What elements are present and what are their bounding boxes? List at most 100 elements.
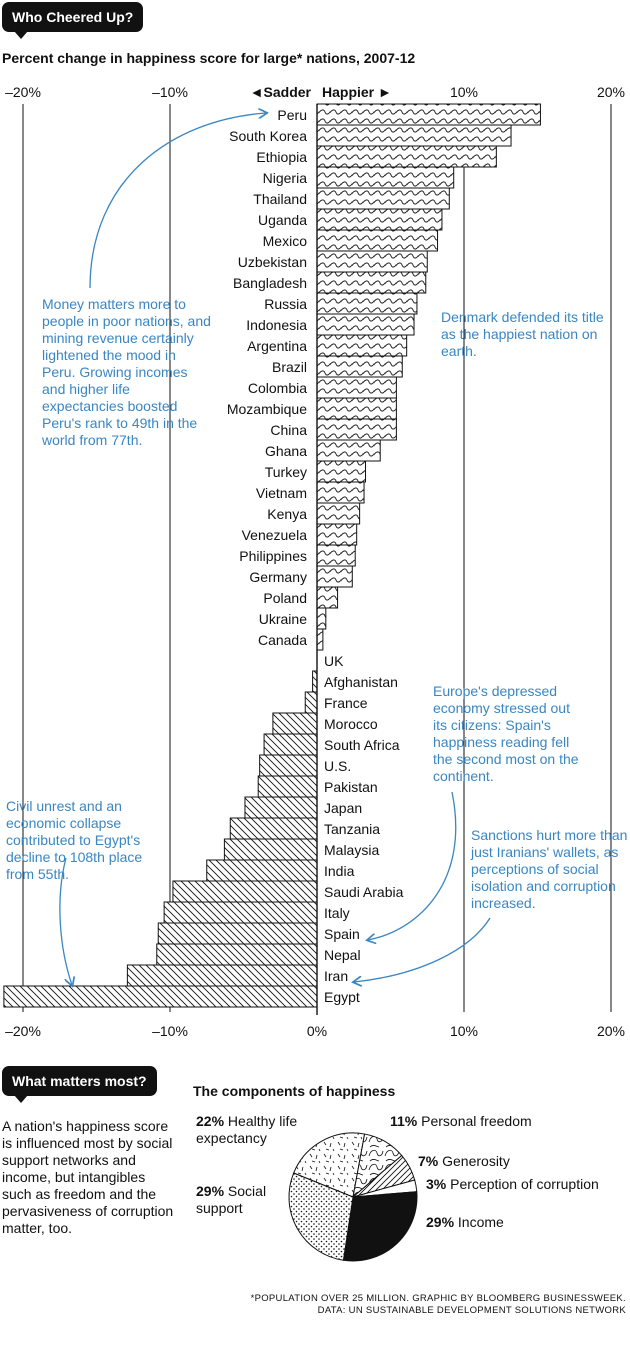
- pie-label-income: 29% Income: [426, 1214, 504, 1230]
- pie-slice-social-support: [288, 1172, 354, 1261]
- bar-label-bangladesh: Bangladesh: [233, 275, 307, 291]
- bar-label-india: India: [324, 863, 355, 879]
- bottom-tick-label: –10%: [152, 1023, 188, 1039]
- bar-iran: [126, 964, 318, 987]
- pie-label-corruption: 3% Perception of corruption: [426, 1176, 599, 1192]
- bar-uzbekistan: [316, 250, 428, 273]
- bar-south-korea: [316, 124, 512, 147]
- arrow-iran: [354, 917, 491, 982]
- footer-line-2: DATA: UN SUSTAINABLE DEVELOPMENT SOLUTIO…: [317, 1305, 626, 1316]
- footer-credits: *POPULATION OVER 25 MILLION. GRAPHIC BY …: [251, 1293, 626, 1317]
- chart-subtitle: Percent change in happiness score for la…: [2, 50, 416, 66]
- bar-label-turkey: Turkey: [265, 464, 307, 480]
- bar-label-vietnam: Vietnam: [256, 485, 307, 501]
- bar-label-egypt: Egypt: [324, 989, 360, 1005]
- bar-label-spain: Spain: [324, 926, 360, 942]
- bar-label-tanzania: Tanzania: [324, 821, 380, 837]
- bar-u-s-: [259, 754, 318, 777]
- bar-venezuela: [316, 523, 358, 546]
- bar-mexico: [316, 229, 439, 252]
- bar-china: [316, 418, 397, 441]
- arrow-egypt: [59, 857, 72, 985]
- top-tick-label: –20%: [5, 84, 41, 100]
- pie-label-social-support: 29% Social support: [196, 1183, 267, 1216]
- bar-france: [304, 691, 318, 714]
- bottom-badge: What matters most?: [2, 1066, 157, 1103]
- bottom-tick-label: 20%: [597, 1023, 625, 1039]
- top-tick-label: –10%: [152, 84, 188, 100]
- chart-badge: Who Cheered Up?: [2, 2, 144, 39]
- bar-ethiopia: [316, 145, 497, 168]
- bar-south-africa: [263, 733, 318, 756]
- bar-spain: [157, 922, 318, 945]
- bar-label-ghana: Ghana: [265, 443, 307, 459]
- pie-label-healthy-life: 22% Healthy life expectancy: [196, 1113, 298, 1146]
- footer-line-1: *POPULATION OVER 25 MILLION. GRAPHIC BY …: [250, 1293, 626, 1304]
- bar-italy: [163, 901, 318, 924]
- bar-label-south-korea: South Korea: [229, 128, 307, 144]
- bar-label-south-africa: South Africa: [324, 737, 400, 753]
- bar-canada: [316, 628, 324, 651]
- bar-label-thailand: Thailand: [253, 191, 307, 207]
- bar-nepal: [156, 943, 318, 966]
- bar-vietnam: [316, 481, 365, 504]
- bar-argentina: [316, 334, 408, 357]
- bar-turkey: [316, 460, 367, 483]
- bar-label-morocco: Morocco: [324, 716, 378, 732]
- annotation-iran: Sanctions hurt more than just Iranians' …: [471, 827, 628, 911]
- pie-label-personal-freedom: 11% Personal freedom: [390, 1113, 532, 1129]
- bar-pakistan: [257, 775, 318, 798]
- bar-label-france: France: [324, 695, 368, 711]
- bar-label-uganda: Uganda: [258, 212, 307, 228]
- bar-label-canada: Canada: [258, 632, 307, 648]
- bar-label-uk: UK: [324, 653, 344, 669]
- bar-egypt: [3, 985, 318, 1008]
- bar-label-saudi-arabia: Saudi Arabia: [324, 884, 404, 900]
- bar-label-philippines: Philippines: [239, 548, 307, 564]
- bar-brazil: [316, 355, 403, 378]
- bar-uganda: [316, 208, 443, 231]
- arrow-spain: [368, 791, 457, 940]
- annotation-denmark: Denmark defended its title as the happie…: [441, 309, 604, 359]
- bar-label-ukraine: Ukraine: [259, 611, 307, 627]
- bar-label-peru: Peru: [277, 107, 307, 123]
- bar-label-japan: Japan: [324, 800, 362, 816]
- sadder-label: ◄Sadder: [250, 84, 312, 100]
- bar-label-iran: Iran: [324, 968, 348, 984]
- bottom-tick-label: 0%: [307, 1023, 327, 1039]
- bar-label-malaysia: Malaysia: [324, 842, 379, 858]
- bar-label-mozambique: Mozambique: [227, 401, 307, 417]
- bar-label-indonesia: Indonesia: [246, 317, 307, 333]
- bar-label-afghanistan: Afghanistan: [324, 674, 398, 690]
- bar-label-kenya: Kenya: [267, 506, 307, 522]
- pie-label-generosity: 7% Generosity: [418, 1153, 510, 1169]
- bar-mozambique: [316, 397, 397, 420]
- annotation-europe: Europe's depressed economy stressed out …: [433, 683, 579, 784]
- bar-bangladesh: [316, 271, 427, 294]
- bar-kenya: [316, 502, 361, 525]
- annotation-egypt: Civil unrest and an economic collapse co…: [6, 798, 143, 882]
- happier-label: Happier ►: [322, 84, 392, 100]
- bar-indonesia: [316, 313, 415, 336]
- bottom-tick-label: 10%: [450, 1023, 478, 1039]
- bar-germany: [316, 565, 353, 588]
- bar-label-venezuela: Venezuela: [242, 527, 308, 543]
- bar-japan: [244, 796, 318, 819]
- bar-philippines: [316, 544, 356, 567]
- pie-slice-healthy-life-expectancy: [293, 1132, 366, 1198]
- bar-india: [206, 859, 318, 882]
- bar-label-argentina: Argentina: [247, 338, 307, 354]
- pie-title: The components of happiness: [193, 1083, 396, 1099]
- bar-russia: [316, 292, 418, 315]
- bottom-note: A nation's happiness score is influenced…: [2, 1118, 174, 1236]
- bar-label-mexico: Mexico: [263, 233, 308, 249]
- bar-poland: [316, 586, 339, 609]
- bar-tanzania: [229, 817, 318, 840]
- bar-label-uzbekistan: Uzbekistan: [238, 254, 307, 270]
- bar-label-pakistan: Pakistan: [324, 779, 378, 795]
- bar-label-germany: Germany: [249, 569, 307, 585]
- bottom-tick-label: –20%: [5, 1023, 41, 1039]
- bar-label-nigeria: Nigeria: [263, 170, 308, 186]
- bar-label-ethiopia: Ethiopia: [256, 149, 307, 165]
